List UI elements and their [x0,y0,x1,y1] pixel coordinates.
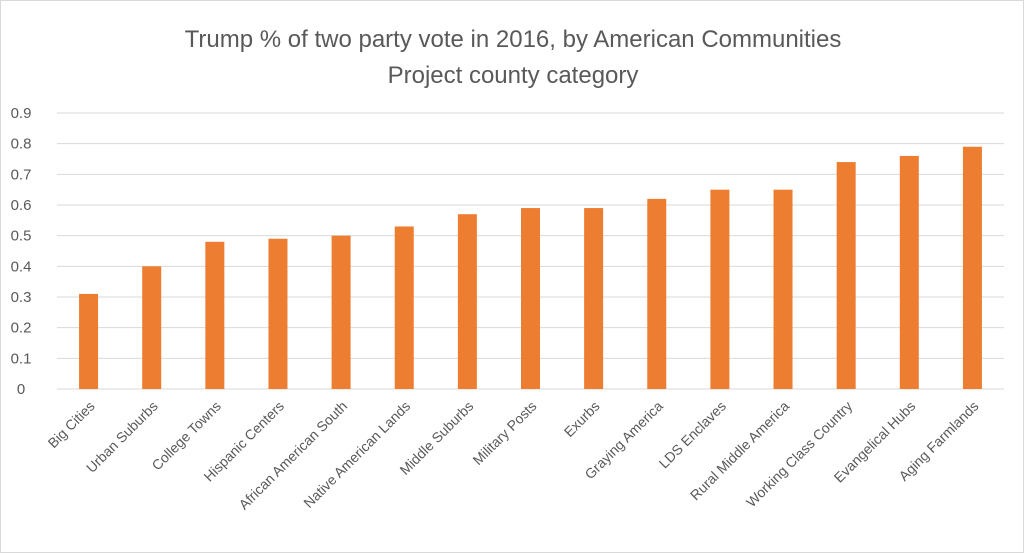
y-tick-label: 0.1 [11,350,32,367]
x-tick-label: Working Class Country [743,398,855,510]
bar [584,208,604,389]
bar [394,226,414,389]
bar [205,241,225,389]
bar [268,238,288,389]
y-axis-ticks: 0 0.1 0.2 0.3 0.4 0.5 0.6 0.7 0.8 0.9 [11,105,32,398]
bars [79,146,982,389]
y-tick-label: 0.5 [11,228,32,245]
y-tick-label: 0.9 [11,105,32,122]
chart-title-line-2: Project county category [388,62,639,89]
x-tick-label: African American South [235,398,350,513]
bar [457,214,477,389]
y-tick-label: 0.2 [11,320,32,337]
bar [647,198,667,389]
chart-title-line-1: Trump % of two party vote in 2016, by Am… [185,26,842,53]
x-tick-label: Exurbs [561,398,603,440]
bar [710,189,730,389]
y-tick-label: 0 [17,381,25,398]
y-tick-label: 0.7 [11,166,32,183]
y-tick-label: 0.8 [11,136,32,153]
bar [962,146,982,389]
bar [331,235,351,389]
bar [79,293,99,389]
y-tick-label: 0.3 [11,289,32,306]
y-tick-label: 0.6 [11,197,32,214]
x-tick-label: Native American Lands [300,398,413,511]
x-tick-label: Military Posts [469,398,539,468]
bar [899,155,919,389]
bar [521,208,540,389]
bar [142,266,162,389]
y-tick-label: 0.4 [11,258,32,275]
x-tick-label: Big Cities [45,398,98,451]
bar [773,189,793,389]
bar [836,162,856,389]
